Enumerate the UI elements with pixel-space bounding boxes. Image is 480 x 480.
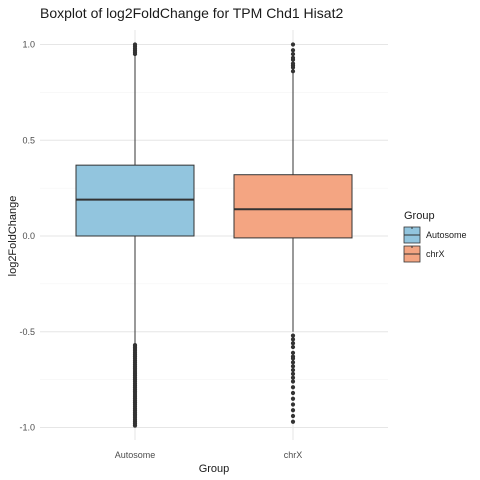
outlier-point — [290, 341, 296, 346]
outlier-point — [290, 413, 296, 419]
legend-label: chrX — [426, 249, 445, 259]
legend-label: Autosome — [426, 230, 467, 240]
outlier-point — [290, 337, 296, 342]
legend-title: Group — [404, 210, 435, 222]
legend-key-autosome: Autosome — [403, 226, 467, 244]
outlier-point — [290, 356, 296, 361]
x-axis-ticks: Autosome chrX — [115, 450, 303, 460]
x-tick-label: Autosome — [115, 450, 156, 460]
outlier-point — [290, 344, 296, 350]
outlier-point — [290, 375, 296, 380]
y-axis-title: log2FoldChange — [7, 196, 19, 277]
box-autosome — [75, 42, 195, 428]
legend: Group Autosome chrX — [403, 210, 467, 263]
x-tick-label: chrX — [284, 450, 303, 460]
y-tick-label: -1.0 — [19, 423, 35, 433]
outlier-point — [290, 69, 296, 74]
y-tick-label: 0.0 — [22, 231, 35, 241]
outlier-point — [290, 42, 296, 47]
outlier-point — [290, 371, 296, 376]
legend-key-chrx: chrX — [403, 245, 445, 263]
outlier-point — [132, 423, 138, 428]
outlier-point — [290, 390, 296, 396]
outlier-point — [290, 396, 296, 401]
y-tick-label: 0.5 — [22, 135, 35, 145]
boxes — [75, 42, 353, 428]
outlier-point — [132, 42, 138, 47]
outlier-point — [290, 55, 296, 61]
box-iqr — [233, 174, 353, 239]
outlier-point — [290, 402, 296, 407]
y-axis-ticks: -1.0 -0.5 0.0 0.5 1.0 — [19, 40, 35, 433]
outlier-point — [290, 48, 296, 53]
outlier-point — [290, 333, 296, 338]
x-axis-title: Group — [199, 463, 230, 475]
outlier-point — [290, 419, 296, 424]
y-tick-label: 1.0 — [22, 40, 35, 50]
outlier-point — [290, 385, 296, 390]
outlier-point — [290, 379, 296, 384]
outlier-point — [290, 61, 296, 66]
y-tick-label: -0.5 — [19, 327, 35, 337]
chart-title: Boxplot of log2FoldChange for TPM Chd1 H… — [40, 5, 343, 21]
outlier-point — [290, 408, 296, 413]
outlier-point — [290, 367, 296, 373]
outlier-point — [290, 350, 296, 355]
outlier-point — [290, 51, 296, 57]
outlier-point — [290, 364, 296, 369]
outlier-point — [290, 360, 296, 365]
box-chrx — [233, 42, 353, 424]
